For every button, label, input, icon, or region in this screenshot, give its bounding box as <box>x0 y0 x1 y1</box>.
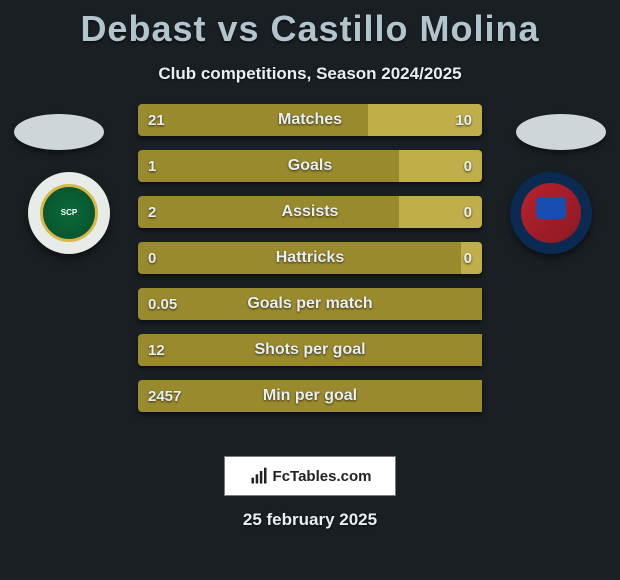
page-title: Debast vs Castillo Molina <box>0 0 620 50</box>
stat-value-right: 0 <box>454 196 482 228</box>
player-left-oval <box>14 114 104 150</box>
date-label: 25 february 2025 <box>0 510 620 530</box>
club-crest-right-icon <box>521 183 581 243</box>
comparison-stage: SCP 2110Matches10Goals20Assists00Hattric… <box>0 104 620 434</box>
stat-row: 0.05Goals per match <box>138 288 482 320</box>
stat-value-left: 0.05 <box>138 288 187 320</box>
stat-bar-left <box>138 334 482 366</box>
stat-bars: 2110Matches10Goals20Assists00Hattricks0.… <box>138 104 482 426</box>
stat-row: 2110Matches <box>138 104 482 136</box>
club-badge-left: SCP <box>28 172 110 254</box>
stat-value-left: 21 <box>138 104 175 136</box>
stat-value-right: 0 <box>454 150 482 182</box>
stat-bar-left <box>138 150 399 182</box>
club-badge-right <box>510 172 592 254</box>
club-abbrev-left: SCP <box>61 209 77 217</box>
player-right-oval <box>516 114 606 150</box>
stat-value-left: 0 <box>138 242 166 274</box>
stat-bar-left <box>138 196 399 228</box>
footer-brand[interactable]: FcTables.com <box>224 456 396 496</box>
stat-value-right: 10 <box>445 104 482 136</box>
stat-row: 10Goals <box>138 150 482 182</box>
subtitle: Club competitions, Season 2024/2025 <box>0 64 620 84</box>
stat-value-left: 1 <box>138 150 166 182</box>
club-crest-left-icon: SCP <box>40 184 98 242</box>
stat-row: 00Hattricks <box>138 242 482 274</box>
stat-row: 20Assists <box>138 196 482 228</box>
stat-bar-left <box>138 288 482 320</box>
stat-value-left: 12 <box>138 334 175 366</box>
chart-icon <box>249 466 269 486</box>
stat-value-left: 2457 <box>138 380 191 412</box>
stat-value-left: 2 <box>138 196 166 228</box>
stat-row: 2457Min per goal <box>138 380 482 412</box>
stat-row: 12Shots per goal <box>138 334 482 366</box>
footer-brand-text: FcTables.com <box>273 468 372 485</box>
stat-value-right: 0 <box>454 242 482 274</box>
stat-bar-left <box>138 242 461 274</box>
